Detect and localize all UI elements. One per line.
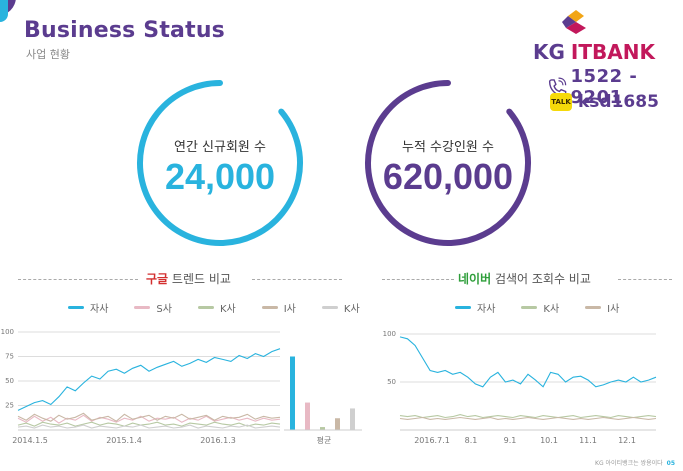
bar xyxy=(320,427,325,430)
legend-swatch xyxy=(585,306,602,309)
google-average-bar-chart: 평균 xyxy=(284,356,362,445)
brand-logo-text: KG ITBANK xyxy=(533,40,655,64)
legend-label: K사 xyxy=(343,304,360,315)
stat-value: 24,000 xyxy=(164,156,276,197)
y-tick-label: 100 xyxy=(1,328,14,336)
naver-search-chart: 50 100 2016.7.1 8.1 9.1 10.1 11.1 12.1 xyxy=(383,330,657,445)
naver-legend-item: 자사 xyxy=(455,300,495,315)
google-series-line xyxy=(17,348,281,411)
naver-section-title: 네이버 검색어 조회수 비교 xyxy=(458,270,591,287)
legend-label: K사 xyxy=(219,304,236,315)
stat-value: 620,000 xyxy=(382,156,514,197)
stat-ring-purple xyxy=(365,80,531,246)
legend-swatch xyxy=(521,306,538,309)
bar xyxy=(335,418,340,430)
legend-swatch xyxy=(68,306,84,309)
divider-dashed xyxy=(18,279,138,280)
x-tick-label: 12.1 xyxy=(618,436,636,445)
footer-text: KG 아이티뱅크는 쌍용이다 xyxy=(595,460,663,467)
divider-dashed xyxy=(252,279,342,280)
google-legend-item: K사 xyxy=(321,300,360,315)
bar xyxy=(290,356,295,430)
bar xyxy=(305,402,310,430)
legend-label: 자사 xyxy=(90,304,109,315)
phone-number: 1522 - 9201 xyxy=(570,66,638,108)
google-series-line xyxy=(17,412,281,422)
naver-legend: 자사 K사 I사 xyxy=(455,300,645,315)
google-legend-item: I사 xyxy=(261,300,296,315)
google-trend-chart: 25 50 75 100 2014.1.5 2015.1.4 2016.1.3 xyxy=(1,328,281,445)
legend-swatch xyxy=(321,306,338,309)
legend-label: K사 xyxy=(543,304,560,315)
corner-decoration-blue xyxy=(0,0,8,22)
google-legend: 자사 S사 K사 I사 K사 xyxy=(68,300,386,315)
y-tick-label: 25 xyxy=(5,402,14,410)
x-tick-label: 8.1 xyxy=(465,436,478,445)
stat-label: 누적 수강인원 수 xyxy=(402,140,494,155)
x-tick-label: 9.1 xyxy=(504,436,517,445)
naver-series-line xyxy=(399,414,657,419)
legend-swatch xyxy=(134,306,151,309)
footer: KG 아이티뱅크는 쌍용이다 05 xyxy=(595,458,675,467)
kakaotalk-contact[interactable]: TALK ksd1685 xyxy=(550,92,659,112)
legend-label: 자사 xyxy=(477,304,496,315)
google-series-line xyxy=(17,421,281,427)
google-legend-item: S사 xyxy=(134,300,172,315)
naver-series-line xyxy=(399,336,657,388)
brand-logo-itbank: ITBANK xyxy=(570,40,655,64)
y-tick-label: 100 xyxy=(383,330,396,338)
stat-new-members: 연간 신규회원 수 24,000 xyxy=(135,78,305,248)
y-tick-label: 50 xyxy=(5,377,14,385)
x-tick-label: 2016.7.1 xyxy=(414,436,450,445)
legend-swatch xyxy=(197,306,214,309)
x-tick-label: 2014.1.5 xyxy=(12,436,48,445)
stat-label: 연간 신규회원 수 xyxy=(174,140,266,155)
legend-swatch xyxy=(455,306,471,309)
google-legend-item: 자사 xyxy=(68,300,108,315)
google-highlight: 구글 xyxy=(146,272,169,286)
google-section-title: 구글 트렌드 비교 xyxy=(146,270,231,287)
y-tick-label: 50 xyxy=(387,378,396,386)
page-number: 05 xyxy=(666,460,675,467)
brand-block: KG ITBANK 1522 - 9201 TALK ksd1685 xyxy=(522,10,682,112)
bar xyxy=(350,408,355,430)
divider-dashed xyxy=(618,279,672,280)
divider-dashed xyxy=(382,279,454,280)
naver-legend-item: K사 xyxy=(521,300,559,315)
naver-legend-item: I사 xyxy=(585,300,619,315)
stat-ring-blue xyxy=(137,80,303,246)
google-legend-item: K사 xyxy=(197,300,236,315)
google-title-rest: 트렌드 비교 xyxy=(168,272,231,286)
naver-series-line xyxy=(399,416,657,420)
bar-x-label: 평균 xyxy=(317,435,332,445)
legend-swatch xyxy=(261,306,278,309)
x-tick-label: 2016.1.3 xyxy=(200,436,236,445)
brand-logo-kg: KG xyxy=(533,40,565,64)
legend-label: I사 xyxy=(607,304,620,315)
phone-contact[interactable]: 1522 - 9201 xyxy=(547,66,682,108)
page-subtitle: 사업 현황 xyxy=(26,48,70,61)
kakaotalk-id: ksd1685 xyxy=(578,92,659,112)
legend-label: S사 xyxy=(156,304,172,315)
legend-label: I사 xyxy=(283,304,296,315)
x-tick-label: 10.1 xyxy=(540,436,558,445)
naver-highlight: 네이버 xyxy=(458,272,492,286)
google-series-line xyxy=(17,424,281,429)
kakaotalk-icon: TALK xyxy=(550,93,572,111)
kg-logo-icon xyxy=(562,10,586,34)
y-tick-label: 75 xyxy=(5,353,14,361)
page-title: Business Status xyxy=(24,18,225,43)
x-tick-label: 2015.1.4 xyxy=(106,436,142,445)
google-series-line xyxy=(17,414,281,424)
x-tick-label: 11.1 xyxy=(579,436,597,445)
stat-total-students: 누적 수강인원 수 620,000 xyxy=(363,78,533,248)
naver-title-rest: 검색어 조회수 비교 xyxy=(491,272,591,286)
